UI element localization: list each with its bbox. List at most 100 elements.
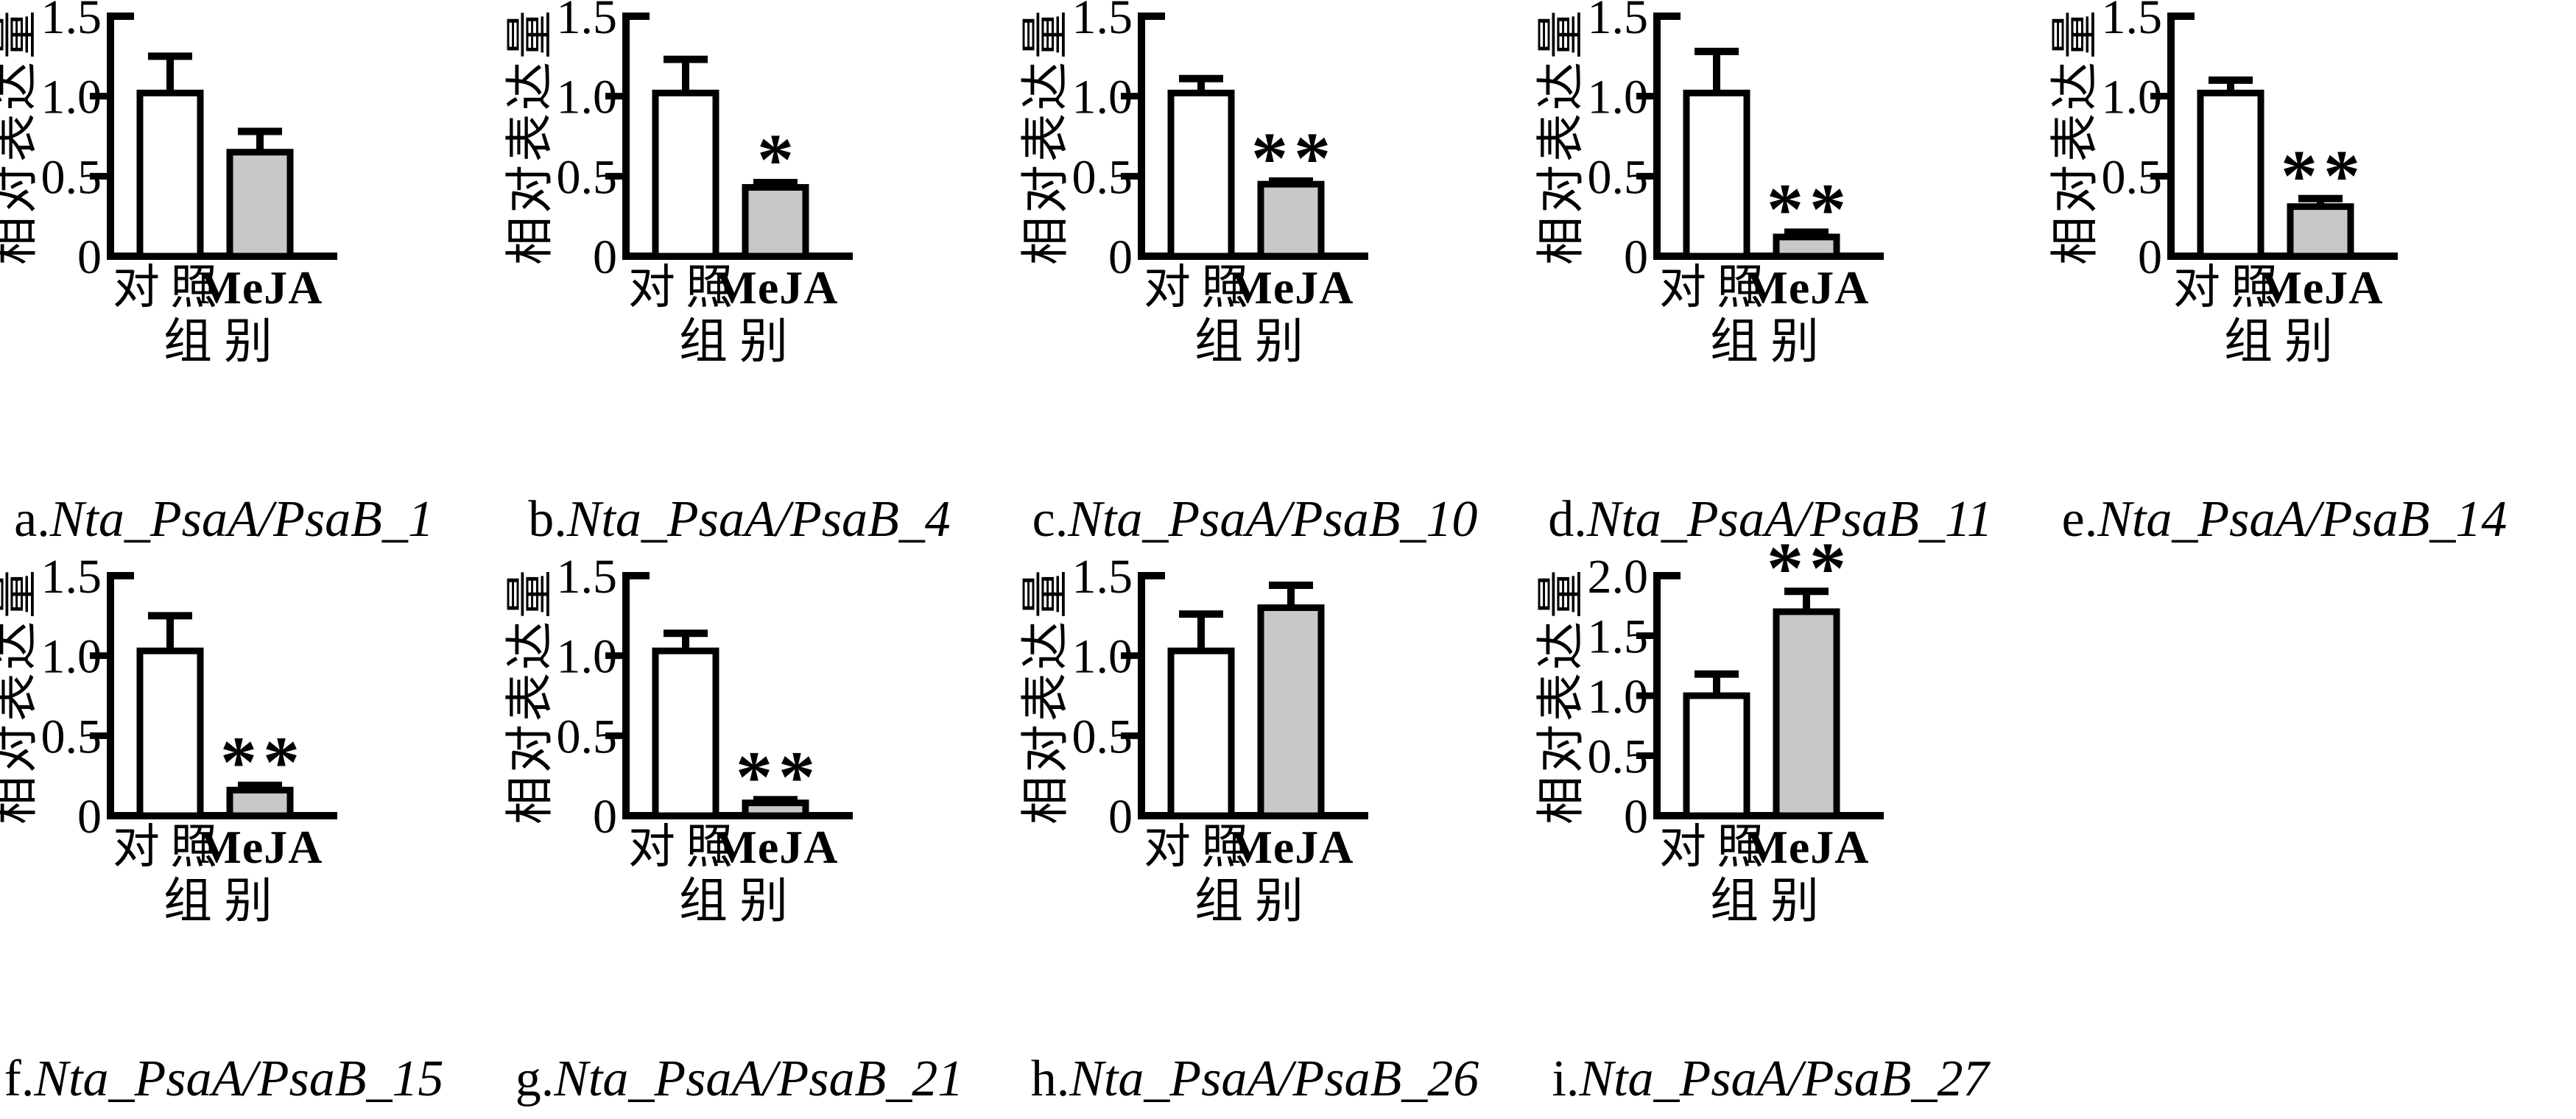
- panel-caption: g.Nta_PsaA/PsaB_21: [515, 1051, 964, 1107]
- axes: [622, 13, 853, 260]
- gene-name: Nta_PsaA/PsaB_14: [2097, 491, 2507, 548]
- y-tick-label: 1.0: [1072, 630, 1133, 684]
- x-category-label-meja: MeJA: [2257, 261, 2383, 314]
- panel-letter: i.: [1552, 1051, 1579, 1107]
- bar-control: [1167, 647, 1235, 819]
- x-category-label-control: 对照: [628, 821, 743, 873]
- y-tick-label: 1.5: [1588, 0, 1649, 44]
- y-tick-label: 0: [77, 230, 102, 284]
- y-tick-label: 0: [593, 230, 617, 284]
- y-tick-label: 1.0: [2102, 71, 2163, 124]
- y-axis-title: 相对表达量: [0, 7, 42, 265]
- x-category-label-meja: MeJA: [712, 821, 838, 873]
- axes: [1138, 572, 1368, 819]
- y-tick-label: 1.5: [2102, 0, 2163, 44]
- y-tick-label: 1.5: [557, 550, 618, 604]
- bar-control: [1683, 89, 1750, 260]
- y-axis-title: 相对表达量: [1019, 7, 1073, 265]
- significance-marker: **: [2281, 135, 2366, 216]
- x-axis-title: 组别: [1194, 875, 1315, 928]
- x-category-label-meja: MeJA: [1228, 821, 1354, 873]
- x-category-label-meja: MeJA: [712, 261, 838, 314]
- x-category-label-meja: MeJA: [1228, 261, 1354, 314]
- y-tick-label: 0.5: [557, 150, 618, 204]
- x-category-label-control: 对照: [2173, 261, 2288, 314]
- gene-name: Nta_PsaA/PsaB_11: [1586, 491, 1993, 548]
- significance-marker: *: [757, 119, 800, 200]
- bar-meja: [1257, 180, 1325, 260]
- gene-name: Nta_PsaA/PsaB_21: [553, 1051, 963, 1107]
- y-axis-title: 相对表达量: [1535, 567, 1588, 825]
- y-tick-label: 0.5: [41, 150, 102, 204]
- panel-letter: h.: [1031, 1051, 1070, 1107]
- y-tick-label: 0: [593, 790, 617, 844]
- x-category-label-meja: MeJA: [1743, 261, 1869, 314]
- panel-letter: f.: [4, 1051, 35, 1107]
- axes: [1138, 13, 1368, 260]
- x-category-label-control: 对照: [113, 821, 228, 873]
- panel-caption: i.Nta_PsaA/PsaB_27: [1552, 1051, 1991, 1107]
- y-tick-label: 1.5: [1588, 610, 1649, 664]
- x-axis-title: 组别: [1710, 315, 1831, 369]
- y-tick-label: 0.5: [1588, 730, 1649, 784]
- gene-name: Nta_PsaA/PsaB_27: [1578, 1051, 1991, 1107]
- y-tick-label: 0: [1624, 790, 1648, 844]
- panel-letter: d.: [1548, 491, 1587, 548]
- y-axis-title: 相对表达量: [1019, 567, 1073, 825]
- y-tick-label: 1.0: [557, 71, 618, 124]
- x-category-label-control: 对照: [1659, 821, 1774, 873]
- panel-letter: g.: [515, 1051, 555, 1107]
- bar-meja: [226, 149, 294, 260]
- x-category-label-meja: MeJA: [197, 821, 323, 873]
- panel-caption: c.Nta_PsaA/PsaB_10: [1032, 491, 1478, 548]
- axes: [107, 13, 337, 260]
- y-tick-label: 1.5: [1072, 550, 1133, 604]
- y-tick-label: 0: [2138, 230, 2162, 284]
- x-axis-title: 组别: [163, 875, 284, 928]
- y-tick-label: 1.5: [1072, 0, 1133, 44]
- panel-caption: b.Nta_PsaA/PsaB_4: [528, 491, 951, 548]
- axes: [107, 572, 337, 819]
- y-tick-label: 0.5: [1588, 150, 1649, 204]
- y-tick-label: 1.5: [41, 550, 102, 604]
- x-category-label-control: 对照: [1144, 821, 1259, 873]
- panel-letter: b.: [528, 491, 567, 548]
- x-category-label-control: 对照: [113, 261, 228, 314]
- bar-control: [2197, 89, 2264, 260]
- bar-control: [1683, 692, 1750, 819]
- significance-marker: **: [1767, 168, 1852, 250]
- bar-control: [652, 647, 719, 819]
- bar-meja: [742, 799, 809, 819]
- x-axis-title: 组别: [2224, 315, 2345, 369]
- panel-caption: f.Nta_PsaA/PsaB_15: [4, 1051, 444, 1107]
- panel-letter: c.: [1032, 491, 1069, 548]
- y-axis-title: 相对表达量: [1535, 7, 1588, 265]
- gene-name: Nta_PsaA/PsaB_26: [1069, 1051, 1479, 1107]
- gene-name: Nta_PsaA/PsaB_4: [566, 491, 951, 548]
- y-tick-label: 1.5: [557, 0, 618, 44]
- y-tick-label: 1.0: [557, 630, 618, 684]
- y-axis-title: 相对表达量: [504, 7, 557, 265]
- x-axis-title: 组别: [163, 315, 284, 369]
- y-tick-label: 1.0: [1588, 670, 1649, 724]
- significance-marker: **: [1767, 527, 1852, 609]
- x-category-label-meja: MeJA: [1743, 821, 1869, 873]
- significance-marker: **: [1251, 117, 1337, 199]
- y-tick-label: 1.0: [1588, 71, 1649, 124]
- bar-meja: [226, 786, 294, 819]
- y-tick-label: 0.5: [1072, 150, 1133, 204]
- y-tick-label: 1.0: [1072, 71, 1133, 124]
- y-tick-label: 0: [77, 790, 102, 844]
- y-tick-label: 2.0: [1588, 550, 1649, 604]
- bar-control: [136, 89, 204, 260]
- bar-control: [652, 89, 719, 260]
- y-tick-label: 1.0: [41, 630, 102, 684]
- axes: [1653, 13, 1884, 260]
